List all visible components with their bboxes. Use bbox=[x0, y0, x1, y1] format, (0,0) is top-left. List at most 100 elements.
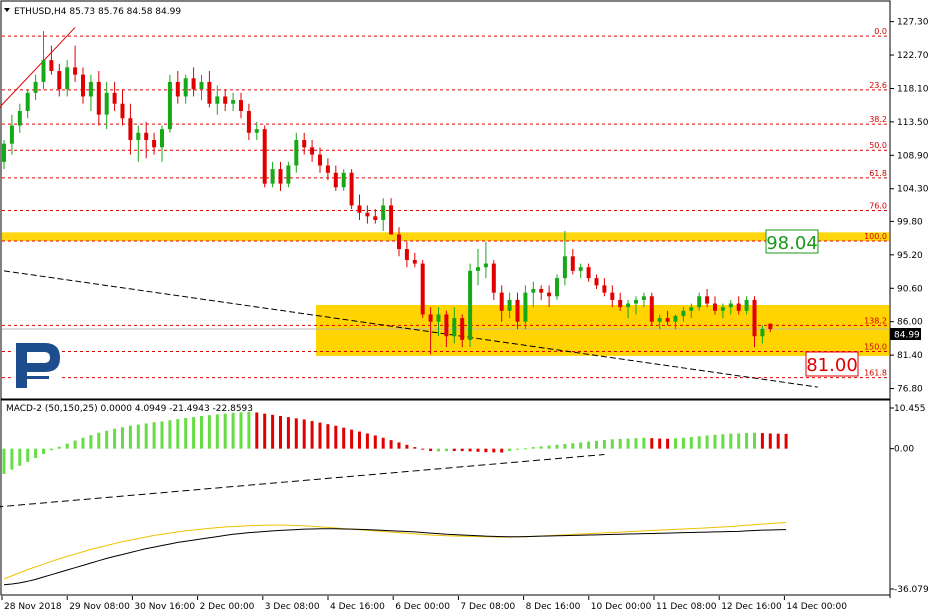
candle-body[interactable] bbox=[318, 154, 322, 166]
candle-body[interactable] bbox=[365, 212, 370, 217]
candle-body[interactable] bbox=[136, 132, 141, 141]
candle-body[interactable] bbox=[412, 259, 417, 264]
candle-body[interactable] bbox=[120, 103, 125, 119]
candle-body[interactable] bbox=[175, 81, 180, 97]
candle-body[interactable] bbox=[104, 92, 109, 115]
candle-body[interactable] bbox=[223, 96, 228, 104]
candle-body[interactable] bbox=[594, 278, 599, 286]
candle-body[interactable] bbox=[167, 81, 172, 130]
candle-body[interactable] bbox=[507, 299, 512, 311]
candle-body[interactable] bbox=[302, 140, 307, 148]
candle-body[interactable] bbox=[73, 67, 78, 75]
candle-body[interactable] bbox=[428, 314, 433, 322]
candle-body[interactable] bbox=[491, 263, 496, 293]
candle-body[interactable] bbox=[610, 292, 615, 300]
candlesticks[interactable] bbox=[2, 31, 773, 355]
candle-body[interactable] bbox=[239, 100, 243, 111]
candle-body[interactable] bbox=[17, 110, 22, 126]
candle-body[interactable] bbox=[570, 256, 575, 271]
candle-body[interactable] bbox=[349, 172, 354, 206]
candle-body[interactable] bbox=[65, 67, 70, 90]
candle-body[interactable] bbox=[523, 292, 528, 322]
candle-body[interactable] bbox=[736, 303, 741, 311]
candle-body[interactable] bbox=[618, 299, 623, 308]
candle-body[interactable] bbox=[96, 81, 101, 115]
candle-body[interactable] bbox=[333, 172, 338, 188]
candle-body[interactable] bbox=[262, 129, 267, 184]
candle-body[interactable] bbox=[2, 143, 6, 162]
candle-body[interactable] bbox=[9, 125, 14, 144]
candle-body[interactable] bbox=[657, 318, 662, 322]
candle-body[interactable] bbox=[752, 299, 757, 337]
candle-body[interactable] bbox=[160, 129, 164, 148]
candle-body[interactable] bbox=[294, 140, 299, 166]
candle-body[interactable] bbox=[586, 267, 591, 279]
candle-body[interactable] bbox=[705, 296, 710, 304]
candle-body[interactable] bbox=[191, 78, 196, 90]
candle-body[interactable] bbox=[673, 315, 678, 322]
candle-body[interactable] bbox=[515, 299, 520, 322]
candle-body[interactable] bbox=[641, 296, 646, 300]
candle-body[interactable] bbox=[460, 318, 465, 340]
candle-body[interactable] bbox=[562, 256, 567, 279]
candle-body[interactable] bbox=[286, 165, 291, 184]
candle-body[interactable] bbox=[483, 263, 488, 268]
candle-body[interactable] bbox=[404, 249, 409, 260]
candle-body[interactable] bbox=[626, 303, 631, 308]
candle-body[interactable] bbox=[57, 71, 62, 90]
candle-body[interactable] bbox=[713, 303, 717, 311]
candle-body[interactable] bbox=[33, 81, 38, 93]
candle-body[interactable] bbox=[152, 140, 157, 148]
candle-body[interactable] bbox=[720, 307, 725, 311]
candle-body[interactable] bbox=[231, 100, 236, 104]
candle-body[interactable] bbox=[88, 81, 93, 97]
candle-body[interactable] bbox=[578, 267, 583, 271]
candle-body[interactable] bbox=[760, 328, 765, 337]
candle-body[interactable] bbox=[768, 323, 773, 330]
candle-body[interactable] bbox=[389, 205, 394, 235]
candle-body[interactable] bbox=[681, 310, 686, 316]
candle-body[interactable] bbox=[531, 289, 536, 293]
candle-body[interactable] bbox=[555, 278, 559, 297]
candle-body[interactable] bbox=[420, 263, 425, 315]
candle-body[interactable] bbox=[310, 147, 315, 155]
candle-body[interactable] bbox=[634, 299, 638, 304]
candle-body[interactable] bbox=[49, 60, 54, 72]
candle-body[interactable] bbox=[381, 205, 386, 220]
candle-body[interactable] bbox=[649, 296, 654, 322]
candle-body[interactable] bbox=[602, 285, 607, 293]
candle-body[interactable] bbox=[41, 60, 46, 82]
candle-body[interactable] bbox=[246, 110, 251, 133]
candle-body[interactable] bbox=[397, 234, 401, 250]
candle-body[interactable] bbox=[444, 314, 449, 337]
candle-body[interactable] bbox=[547, 292, 552, 297]
candle-body[interactable] bbox=[357, 205, 362, 213]
candle-body[interactable] bbox=[728, 303, 733, 308]
candle-body[interactable] bbox=[207, 81, 212, 104]
candle-body[interactable] bbox=[436, 314, 441, 322]
candle-body[interactable] bbox=[452, 318, 457, 337]
candle-body[interactable] bbox=[744, 299, 749, 311]
candle-body[interactable] bbox=[325, 165, 330, 173]
candle-body[interactable] bbox=[341, 172, 346, 188]
candle-body[interactable] bbox=[689, 307, 694, 311]
candle-body[interactable] bbox=[254, 129, 259, 133]
candle-body[interactable] bbox=[468, 270, 473, 340]
candle-body[interactable] bbox=[215, 96, 220, 104]
candle-body[interactable] bbox=[499, 292, 504, 311]
candle-body[interactable] bbox=[199, 81, 204, 90]
candle-body[interactable] bbox=[81, 74, 85, 97]
candle-body[interactable] bbox=[183, 78, 188, 97]
candle-body[interactable] bbox=[539, 289, 544, 293]
candle-body[interactable] bbox=[373, 216, 378, 220]
candle-body[interactable] bbox=[697, 296, 702, 308]
candle-body[interactable] bbox=[665, 318, 670, 322]
candle-body[interactable] bbox=[270, 169, 275, 184]
candle-body[interactable] bbox=[128, 118, 133, 141]
candle-body[interactable] bbox=[144, 132, 149, 141]
candle-body[interactable] bbox=[112, 92, 117, 104]
candle-body[interactable] bbox=[476, 267, 480, 271]
candle-body[interactable] bbox=[25, 92, 30, 111]
candle-body[interactable] bbox=[278, 169, 283, 184]
